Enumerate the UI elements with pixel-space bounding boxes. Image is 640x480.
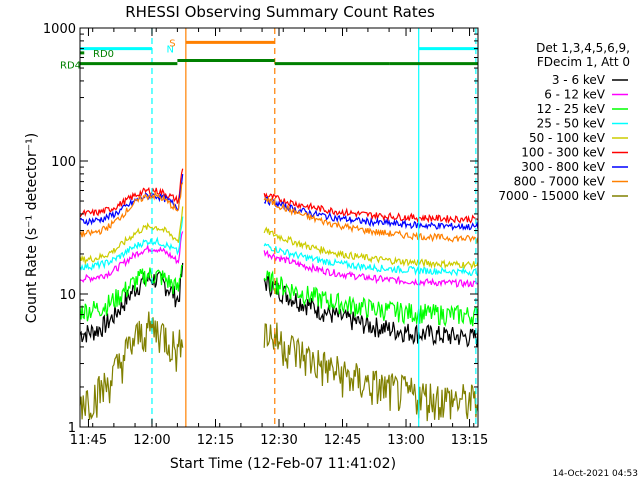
legend-entry-label: 800 - 7000 keV <box>514 175 606 189</box>
x-tick-label: 11:45 <box>70 433 107 448</box>
series-line-8-0 <box>79 311 184 420</box>
y-tick-label: 1 <box>68 421 76 436</box>
series-line-5-1 <box>263 192 479 224</box>
flag-label-n: N <box>166 45 173 56</box>
x-tick-label: 13:15 <box>451 433 488 448</box>
series-line-7-1 <box>263 195 479 245</box>
series-line-2-1 <box>263 270 479 327</box>
series-line-0-1 <box>263 274 479 348</box>
series-line-4-0 <box>79 206 184 266</box>
series-line-2-0 <box>79 264 183 322</box>
series-line-5-0 <box>79 168 184 218</box>
legend-entry-label: 100 - 300 keV <box>521 146 605 160</box>
footer-date: 14-Oct-2021 04:53 <box>553 469 638 479</box>
legend-entry-label: 300 - 800 keV <box>521 160 605 174</box>
series-line-0-0 <box>79 262 184 343</box>
legend: Det 1,3,4,5,6,9,FDecim 1, Att 0 3 - 6 keV… <box>498 41 630 203</box>
legend-entry-label: 50 - 100 keV <box>529 131 606 145</box>
legend-entry-label: 6 - 12 keV <box>544 88 606 102</box>
y-axis-label: Count Rate (s⁻¹ detector⁻¹) <box>24 133 40 323</box>
series-line-1-1 <box>263 249 479 289</box>
y-tick-label: 100 <box>51 155 76 170</box>
flag-label-rd0: RD0 <box>93 49 114 60</box>
legend-header: FDecim 1, Att 0 <box>537 55 630 69</box>
series-line-7-0 <box>79 182 184 238</box>
flags-layer: RD0 RD4 NS <box>60 28 478 427</box>
series-layer <box>79 168 479 422</box>
legend-entry-label: 12 - 25 keV <box>537 102 606 116</box>
flag-label-rd4: RD4 <box>60 61 81 72</box>
series-line-6-0 <box>79 174 184 227</box>
x-tick-label: 12:00 <box>133 433 170 448</box>
series-line-8-1 <box>263 322 479 422</box>
axes-layer: 1 10 100 1000 11:45 12:00 12:15 12:30 12:45 13:00… <box>43 22 488 448</box>
series-line-6-1 <box>263 196 479 231</box>
series-line-4-1 <box>263 226 479 271</box>
x-tick-label: 12:15 <box>197 433 234 448</box>
chart-title: RHESSI Observing Summary Count Rates <box>125 3 435 21</box>
y-tick-label: 1000 <box>43 22 76 37</box>
legend-entry-label: 25 - 50 keV <box>537 117 606 131</box>
flag-label-s: S <box>169 38 175 49</box>
x-tick-label: 12:45 <box>324 433 361 448</box>
y-tick-label: 10 <box>59 288 76 303</box>
x-tick-label: 12:30 <box>260 433 297 448</box>
x-tick-label: 13:00 <box>387 433 424 448</box>
series-line-1-0 <box>79 231 184 284</box>
legend-entry-label: 3 - 6 keV <box>552 73 606 87</box>
x-axis-label: Start Time (12-Feb-07 11:41:02) <box>170 456 396 472</box>
series-line-3-0 <box>79 216 184 271</box>
legend-entry-label: 7000 - 15000 keV <box>498 189 605 203</box>
series-line-3-1 <box>263 242 479 277</box>
legend-header: Det 1,3,4,5,6,9, <box>536 41 630 55</box>
